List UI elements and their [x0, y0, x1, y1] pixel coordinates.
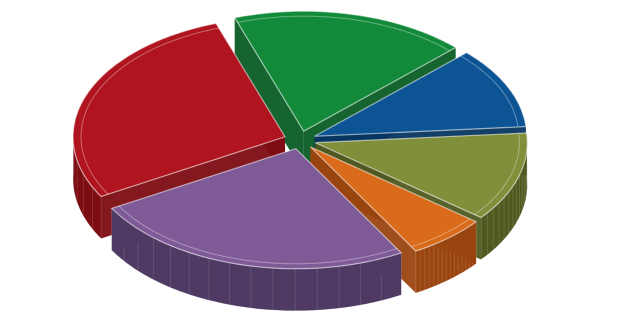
- pie-slice-4-top: [315, 132, 528, 219]
- pie-slice-2-bevel: [118, 205, 398, 265]
- pie-slice-6-top: [233, 10, 457, 132]
- pie-slice-6-wall-2: [234, 17, 304, 174]
- pie-slice-2: [110, 148, 403, 311]
- pie-slice-2-top: [110, 148, 403, 270]
- pie-slice-6-bevel: [237, 15, 451, 52]
- pie-slice-3-bevel: [411, 218, 471, 248]
- pie-slice-1: [72, 22, 286, 240]
- pie-slice-1-bevel: [80, 27, 219, 195]
- pie-slice-4-bevel: [474, 133, 520, 215]
- pie-slices: [72, 10, 528, 311]
- pie-slice-1-top: [72, 22, 286, 198]
- pie-slice-3-top: [309, 146, 478, 252]
- pie-slice-5-top: [314, 51, 527, 137]
- pie-slice-5-bevel: [460, 55, 519, 128]
